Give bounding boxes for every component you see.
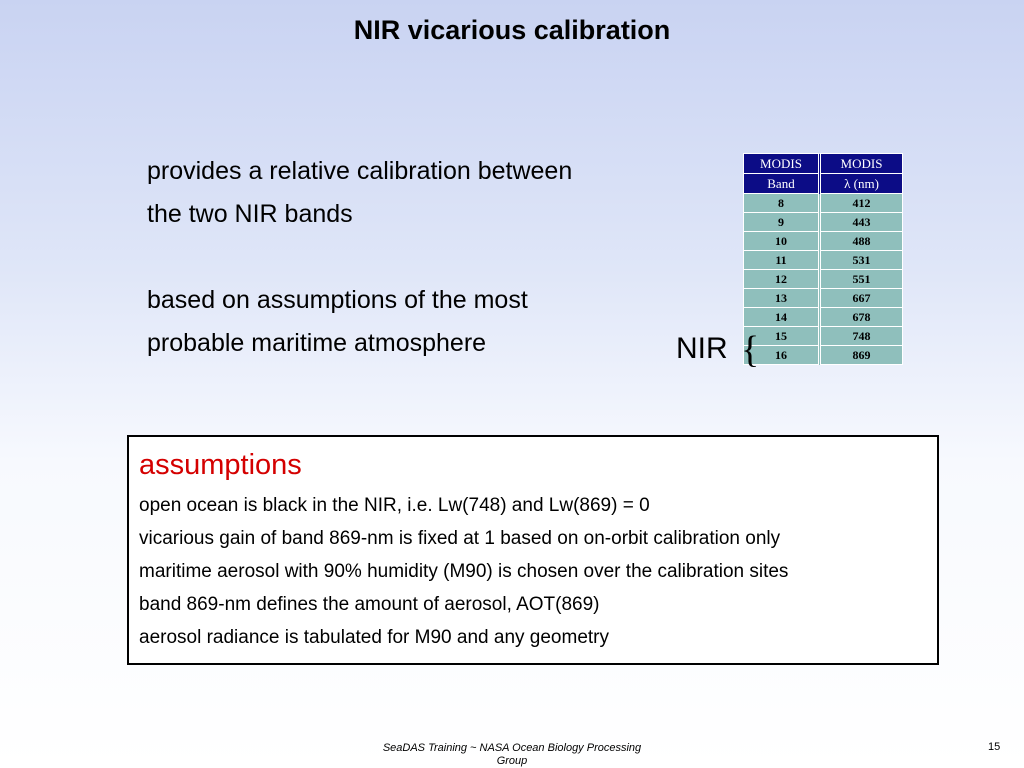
slide-title: NIR vicarious calibration [353,15,671,45]
wavelength-cell: 869 [819,345,903,365]
bullet-line: the two NIR bands [147,200,353,228]
table-row: 12 551 [743,269,903,289]
table-header-row: Band λ (nm) [743,173,903,194]
wavelength-cell: 531 [819,250,903,270]
band-cell: 9 [743,212,821,232]
list-item: band 869-nm defines the amount of aeroso… [139,594,600,615]
table-row: 13 667 [743,288,903,308]
table-row: 8 412 [743,193,903,213]
assumptions-heading: assumptions [139,449,302,481]
band-cell: 15 [743,326,821,346]
table-row: 15 748 [743,326,903,346]
list-item: vicarious gain of band 869-nm is fixed a… [139,528,781,549]
header-band: MODIS [743,153,821,174]
page-number: 15 [988,741,1001,753]
wavelength-cell: 748 [819,326,903,346]
wavelength-cell: 443 [819,212,903,232]
footer-line: SeaDAS Training ~ NASA Ocean Biology Pro… [382,742,642,754]
wavelength-cell: 678 [819,307,903,327]
header-wavelength: MODIS [819,153,903,174]
table-row: 9 443 [743,212,903,232]
wavelength-cell: 488 [819,231,903,251]
nir-label: NIR [676,332,728,365]
bullet-item: based on assumptions of the most probabl… [147,279,687,365]
table-row: 11 531 [743,250,903,270]
modis-band-table: MODIS MODIS Band λ (nm) 8 412 9 443 10 488 … [743,153,903,365]
assumptions-box: assumptions open ocean is black in the N… [127,435,939,665]
band-cell: 8 [743,193,821,213]
header-band-sub: Band [743,173,821,194]
bullet-line: provides a relative calibration between [147,157,573,185]
wavelength-cell: 412 [819,193,903,213]
footer-text: SeaDAS Training ~ NASA Ocean Biology Pro… [362,742,662,768]
list-item: aerosol radiance is tabulated for M90 an… [139,627,609,648]
assumptions-list: open ocean is black in the NIR, i.e. Lw(… [139,489,927,654]
band-cell: 16 [743,345,821,365]
band-cell: 14 [743,307,821,327]
bullet-item: provides a relative calibration between … [147,150,687,236]
header-wavelength-sub: λ (nm) [819,173,903,194]
list-item: maritime aerosol with 90% humidity (M90)… [139,561,789,582]
wavelength-cell: 667 [819,288,903,308]
band-cell: 10 [743,231,821,251]
nir-brace: { [741,329,760,371]
table-row: 14 678 [743,307,903,327]
table-row: 16 869 [743,345,903,365]
band-cell: 12 [743,269,821,289]
wavelength-cell: 551 [819,269,903,289]
band-cell: 13 [743,288,821,308]
table-row: 10 488 [743,231,903,251]
bullet-line: probable maritime atmosphere [147,329,487,357]
bullet-line: based on assumptions of the most [147,286,528,314]
table-header-row: MODIS MODIS [743,153,903,174]
band-cell: 11 [743,250,821,270]
footer-line: Group [496,755,528,767]
bullet-list: provides a relative calibration between … [147,150,687,365]
list-item: open ocean is black in the NIR, i.e. Lw(… [139,495,650,516]
